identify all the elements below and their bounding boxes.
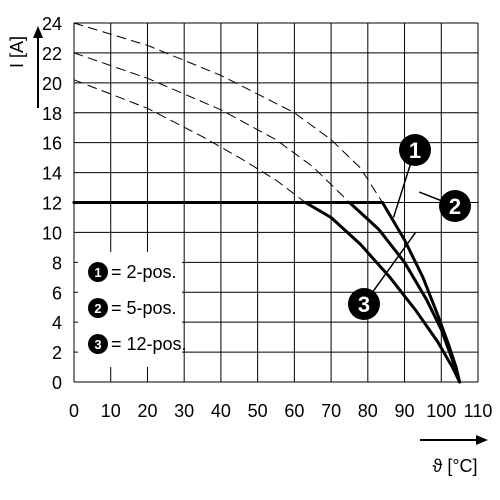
curve-callouts: 1 2 3 bbox=[348, 134, 471, 320]
callout-badge-3 bbox=[348, 288, 380, 320]
x-axis-title: ϑ [°C] bbox=[432, 456, 477, 476]
x-tick-label: 110 bbox=[464, 401, 493, 421]
series-lines bbox=[72, 22, 462, 384]
x-tick-label: 10 bbox=[101, 401, 121, 421]
callout-badge-1 bbox=[399, 134, 431, 166]
callout-badge-number: 2 bbox=[449, 194, 461, 219]
legend: 1 = 2-pos. 2 = 5-pos. 3 = 12-pos. bbox=[78, 252, 187, 367]
legend-badge bbox=[88, 298, 108, 318]
x-tick-label: 20 bbox=[137, 401, 157, 421]
grid-lines bbox=[73, 22, 479, 383]
y-axis-arrow-head bbox=[33, 26, 43, 38]
x-tick-label: 70 bbox=[321, 401, 341, 421]
legend-badge-number: 3 bbox=[94, 337, 101, 352]
legend-badge-number: 1 bbox=[94, 265, 101, 280]
dashed-curve-line bbox=[73, 52, 350, 203]
callout-badge-number: 1 bbox=[409, 138, 421, 163]
x-tick-labels: 0 10 20 30 40 50 60 70 80 90 100 110 bbox=[69, 401, 492, 421]
y-tick-label: 14 bbox=[42, 164, 62, 184]
legend-label: = 5-pos. bbox=[111, 298, 177, 318]
y-tick-label: 12 bbox=[42, 194, 62, 214]
x-tick-label: 90 bbox=[395, 401, 415, 421]
legend-label: = 12-pos. bbox=[111, 334, 187, 354]
y-tick-label: 20 bbox=[42, 74, 62, 94]
y-tick-label: 22 bbox=[42, 44, 62, 64]
dashed-curve-line bbox=[73, 22, 383, 203]
series-line-2 bbox=[72, 201, 462, 384]
series-line-3 bbox=[72, 201, 462, 384]
y-axis-title: I [A] bbox=[7, 36, 27, 68]
callout-badge-2 bbox=[439, 190, 471, 222]
y-tick-label: 4 bbox=[52, 313, 62, 333]
x-tick-label: 0 bbox=[69, 401, 79, 421]
y-tick-label: 6 bbox=[52, 283, 62, 303]
y-tick-label: 18 bbox=[42, 104, 62, 124]
y-tick-label: 0 bbox=[52, 373, 62, 393]
x-tick-label: 100 bbox=[426, 401, 456, 421]
x-tick-label: 50 bbox=[248, 401, 268, 421]
x-tick-label: 30 bbox=[174, 401, 194, 421]
y-tick-label: 8 bbox=[52, 253, 62, 273]
x-tick-label: 40 bbox=[211, 401, 231, 421]
y-tick-label: 2 bbox=[52, 343, 62, 363]
x-tick-label: 80 bbox=[358, 401, 378, 421]
y-tick-label: 10 bbox=[42, 223, 62, 243]
y-tick-label: 24 bbox=[42, 14, 62, 34]
axis-titles: I [A] ϑ [°C] bbox=[7, 26, 488, 476]
legend-badge bbox=[88, 262, 108, 282]
x-tick-label: 60 bbox=[284, 401, 304, 421]
legend-badge bbox=[88, 334, 108, 354]
legend-label: = 2-pos. bbox=[111, 262, 177, 282]
x-axis-arrow-head bbox=[476, 435, 488, 445]
callout-badge-number: 3 bbox=[358, 292, 370, 317]
legend-badge-number: 2 bbox=[94, 301, 101, 316]
y-tick-label: 16 bbox=[42, 134, 62, 154]
dashed-curve-line bbox=[73, 79, 306, 203]
